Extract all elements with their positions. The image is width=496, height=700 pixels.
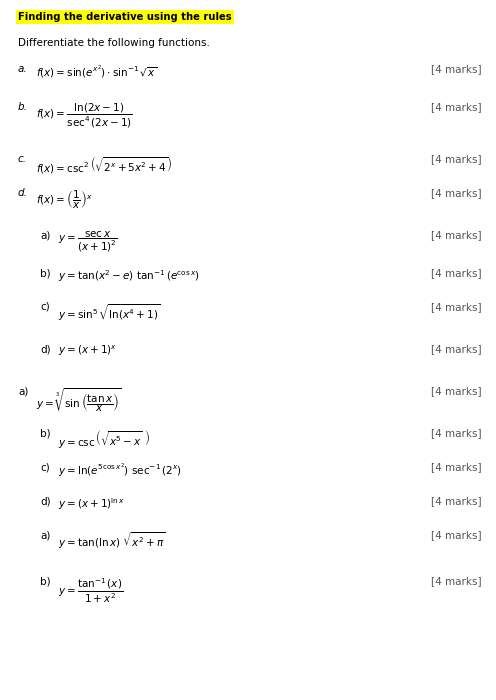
Text: a): a) bbox=[40, 530, 51, 540]
Text: b): b) bbox=[40, 268, 51, 278]
Text: [4 marks]: [4 marks] bbox=[432, 64, 482, 74]
Text: $y = \tan(x^2 - e)\ \tan^{-1}(e^{\cos x})$: $y = \tan(x^2 - e)\ \tan^{-1}(e^{\cos x}… bbox=[58, 268, 200, 284]
Text: a.: a. bbox=[18, 64, 28, 74]
Text: $f(x) = \csc^2\left(\sqrt{2^x + 5x^2 + 4}\right)$: $f(x) = \csc^2\left(\sqrt{2^x + 5x^2 + 4… bbox=[36, 154, 172, 175]
Text: $y = (x + 1)^{\ln x}$: $y = (x + 1)^{\ln x}$ bbox=[58, 496, 125, 512]
Text: $y = \sin^5 \sqrt{\ln(x^4 + 1)}$: $y = \sin^5 \sqrt{\ln(x^4 + 1)}$ bbox=[58, 302, 161, 323]
Text: c): c) bbox=[40, 462, 50, 472]
Text: [4 marks]: [4 marks] bbox=[432, 462, 482, 472]
Text: a): a) bbox=[40, 230, 51, 240]
Text: c): c) bbox=[40, 302, 50, 312]
Text: [4 marks]: [4 marks] bbox=[432, 576, 482, 586]
Text: [4 marks]: [4 marks] bbox=[432, 386, 482, 396]
Text: [4 marks]: [4 marks] bbox=[432, 496, 482, 506]
Text: d): d) bbox=[40, 496, 51, 506]
Text: $y = \ln(e^{5\cos x^2})\ \sec^{-1}(2^x)$: $y = \ln(e^{5\cos x^2})\ \sec^{-1}(2^x)$ bbox=[58, 462, 182, 480]
Text: $y = \tan(\ln x)\ \sqrt{x^2 + \pi}$: $y = \tan(\ln x)\ \sqrt{x^2 + \pi}$ bbox=[58, 530, 166, 551]
Text: $y = \csc\left(\sqrt{x^5 - x}\ \right)$: $y = \csc\left(\sqrt{x^5 - x}\ \right)$ bbox=[58, 428, 150, 450]
Text: Finding the derivative using the rules: Finding the derivative using the rules bbox=[18, 12, 232, 22]
Text: Differentiate the following functions.: Differentiate the following functions. bbox=[18, 38, 210, 48]
Text: a): a) bbox=[18, 386, 28, 396]
Text: d): d) bbox=[40, 344, 51, 354]
Text: c.: c. bbox=[18, 154, 27, 164]
Text: [4 marks]: [4 marks] bbox=[432, 268, 482, 278]
Text: [4 marks]: [4 marks] bbox=[432, 530, 482, 540]
Text: $y = \sqrt[3]{\sin\left(\dfrac{\tan x}{x}\right)}$: $y = \sqrt[3]{\sin\left(\dfrac{\tan x}{x… bbox=[36, 386, 122, 414]
Text: [4 marks]: [4 marks] bbox=[432, 344, 482, 354]
Text: [4 marks]: [4 marks] bbox=[432, 154, 482, 164]
Text: [4 marks]: [4 marks] bbox=[432, 428, 482, 438]
Text: [4 marks]: [4 marks] bbox=[432, 230, 482, 240]
Text: b.: b. bbox=[18, 102, 28, 112]
Text: $f(x) = \dfrac{\ln(2x-1)}{\sec^4(2x-1)}$: $f(x) = \dfrac{\ln(2x-1)}{\sec^4(2x-1)}$ bbox=[36, 102, 133, 130]
Text: b): b) bbox=[40, 576, 51, 586]
Text: b): b) bbox=[40, 428, 51, 438]
Text: $y = \dfrac{\tan^{-1}(x)}{1+x^2}$: $y = \dfrac{\tan^{-1}(x)}{1+x^2}$ bbox=[58, 576, 123, 605]
Text: [4 marks]: [4 marks] bbox=[432, 102, 482, 112]
Text: $f(x) = \sin(e^{x^{2}}) \cdot \sin^{-1} \sqrt{x}$: $f(x) = \sin(e^{x^{2}}) \cdot \sin^{-1} … bbox=[36, 64, 157, 80]
Text: [4 marks]: [4 marks] bbox=[432, 302, 482, 312]
Text: d.: d. bbox=[18, 188, 28, 198]
Text: $f(x) = \left(\dfrac{1}{x}\right)^{x}$: $f(x) = \left(\dfrac{1}{x}\right)^{x}$ bbox=[36, 188, 92, 210]
Text: $y = (x + 1)^x$: $y = (x + 1)^x$ bbox=[58, 344, 117, 358]
Text: [4 marks]: [4 marks] bbox=[432, 188, 482, 198]
Text: $y = \dfrac{\sec x}{(x+1)^2}$: $y = \dfrac{\sec x}{(x+1)^2}$ bbox=[58, 230, 118, 254]
